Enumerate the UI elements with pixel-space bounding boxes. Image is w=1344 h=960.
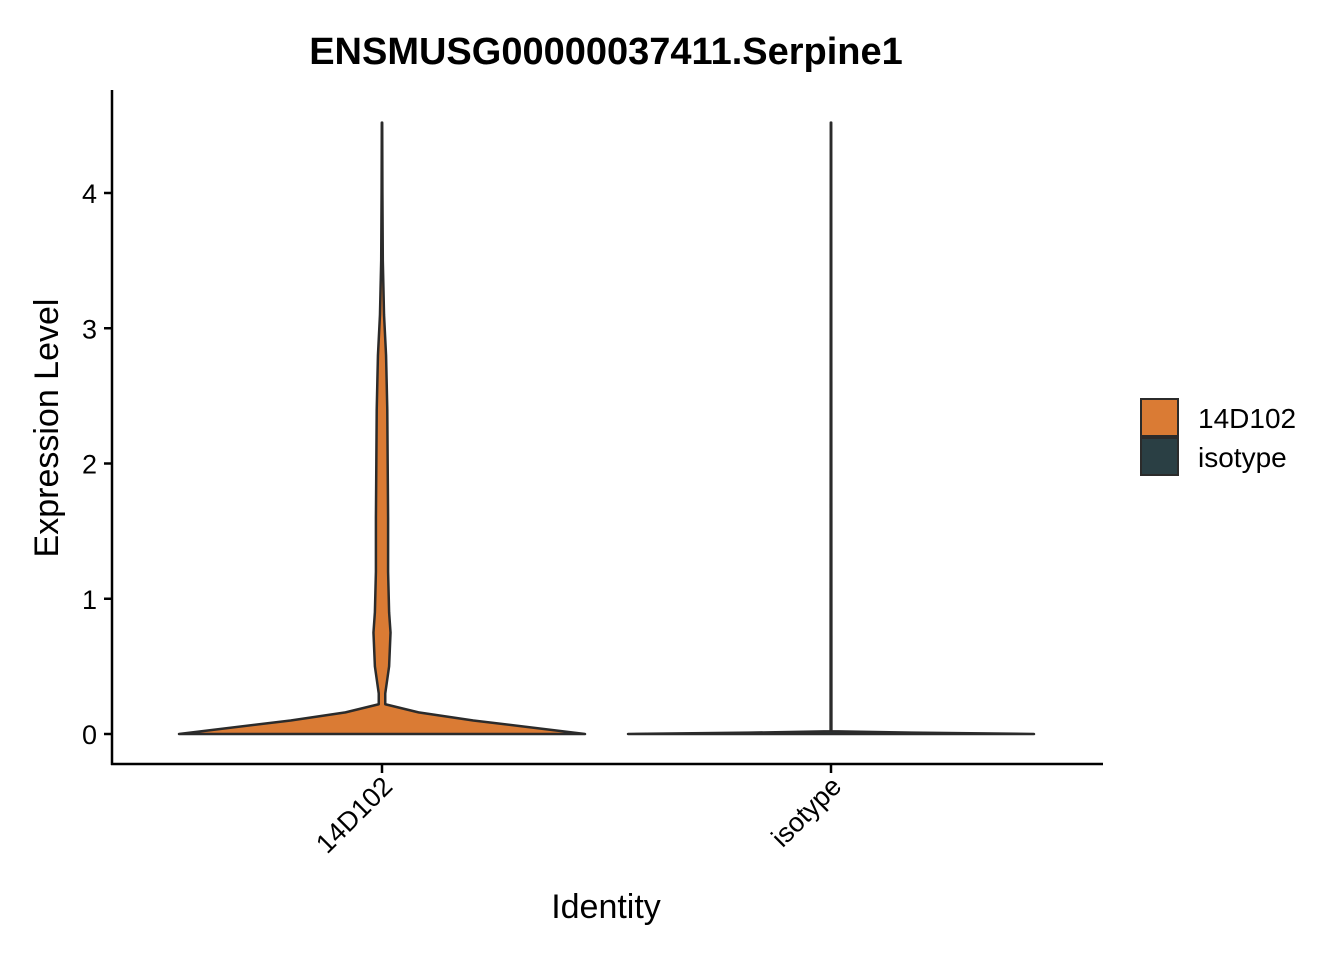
x-tick-label: 14D102 bbox=[310, 771, 398, 859]
legend: 14D102 isotype bbox=[1140, 398, 1296, 476]
y-tick-label: 1 bbox=[82, 585, 97, 615]
y-axis-ticks: 0 1 2 3 4 bbox=[82, 179, 112, 750]
y-tick-label: 4 bbox=[82, 179, 97, 209]
legend-swatch bbox=[1140, 437, 1179, 476]
violin-14D102 bbox=[177, 121, 587, 736]
y-tick-label: 2 bbox=[82, 450, 97, 480]
plot-area bbox=[177, 121, 1036, 736]
violin-isotype bbox=[626, 121, 1036, 736]
y-tick-label: 0 bbox=[82, 720, 97, 750]
legend-label: 14D102 bbox=[1198, 403, 1296, 434]
x-axis-ticks: 14D102 isotype bbox=[310, 764, 847, 859]
y-tick-label: 3 bbox=[82, 314, 97, 344]
x-tick-label: isotype bbox=[766, 771, 848, 853]
legend-label: isotype bbox=[1198, 442, 1287, 473]
legend-swatch bbox=[1140, 398, 1179, 437]
chart-title: ENSMUSG00000037411.Serpine1 bbox=[309, 31, 903, 73]
y-axis-title: Expression Level bbox=[28, 299, 66, 558]
x-axis-title: Identity bbox=[551, 888, 661, 926]
